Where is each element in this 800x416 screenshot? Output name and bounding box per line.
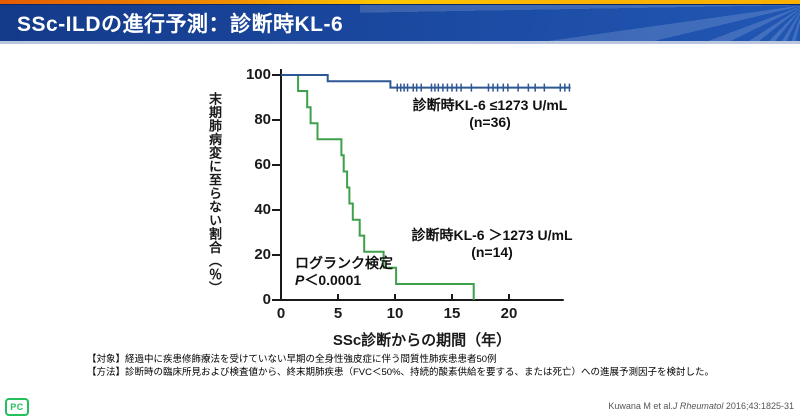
logrank-p-value: P＜0.0001 bbox=[295, 272, 393, 289]
footnote-subjects: 【対象】経過中に疾患修飾療法を受けていない早期の全身性強皮症に伴う間質性肺疾患患… bbox=[87, 354, 497, 365]
page-title: SSc-ILDの進行予測：診断時KL-6 bbox=[17, 13, 344, 36]
y-tick-label: 20 bbox=[254, 246, 271, 263]
x-axis-title: SSc診断からの期間（年） bbox=[332, 332, 512, 349]
legend-high-kl6-n: (n=14) bbox=[471, 244, 513, 260]
legend-low-kl6: 診断時KL-6 ≤1273 U/mL (n=36) bbox=[390, 97, 590, 131]
legend-low-kl6-n: (n=36) bbox=[469, 114, 511, 130]
citation: Kuwana M et al.J Rheumatol 2016;43:1825-… bbox=[608, 401, 794, 411]
y-tick-label: 0 bbox=[262, 291, 271, 308]
citation-authors: Kuwana M et al. bbox=[608, 401, 673, 411]
pc-logo-text: PC bbox=[10, 402, 24, 412]
y-tick-label: 60 bbox=[254, 156, 271, 173]
header-underline bbox=[0, 41, 800, 44]
logrank-annotation: ログランク検定 P＜0.0001 bbox=[295, 255, 393, 289]
y-tick-label: 40 bbox=[254, 201, 271, 218]
x-tick-label: 0 bbox=[276, 305, 286, 322]
x-tick-label: 15 bbox=[443, 305, 461, 322]
footnote-methods: 【方法】診断時の臨床所見および検査値から、終末期肺疾患（FVC＜50%、持続的酸… bbox=[87, 366, 715, 378]
pc-logo: PC bbox=[5, 398, 29, 416]
legend-low-kl6-label: 診断時KL-6 ≤1273 U/mL bbox=[412, 97, 568, 113]
footnotes: 【対象】経過中に疾患修飾療法を受けていない早期の全身性強皮症に伴う間質性肺疾患患… bbox=[87, 354, 797, 379]
x-tick-label: 5 bbox=[333, 305, 343, 322]
citation-journal: J Rheumatol bbox=[672, 401, 724, 411]
citation-ref: 2016;43:1825-31 bbox=[723, 401, 794, 411]
legend-high-kl6-label: 診断時KL-6 ＞1273 U/mL bbox=[411, 227, 573, 243]
legend-high-kl6: 診断時KL-6 ＞1273 U/mL (n=14) bbox=[392, 227, 592, 261]
logrank-test-label: ログランク検定 bbox=[295, 255, 393, 271]
p-value-text: ＜0.0001 bbox=[304, 272, 362, 288]
x-tick-label: 20 bbox=[500, 305, 518, 322]
p-symbol: P bbox=[295, 272, 305, 288]
header-rays-decoration bbox=[360, 5, 800, 41]
y-tick-label: 80 bbox=[254, 111, 271, 128]
y-tick-label: 100 bbox=[245, 66, 271, 83]
y-axis-title: 末期肺病変に至らない割合（％） bbox=[207, 92, 222, 295]
slide-header: SSc-ILDの進行予測：診断時KL-6 bbox=[0, 4, 800, 41]
x-tick-label: 10 bbox=[386, 305, 404, 322]
top-accent-strip bbox=[0, 0, 800, 4]
